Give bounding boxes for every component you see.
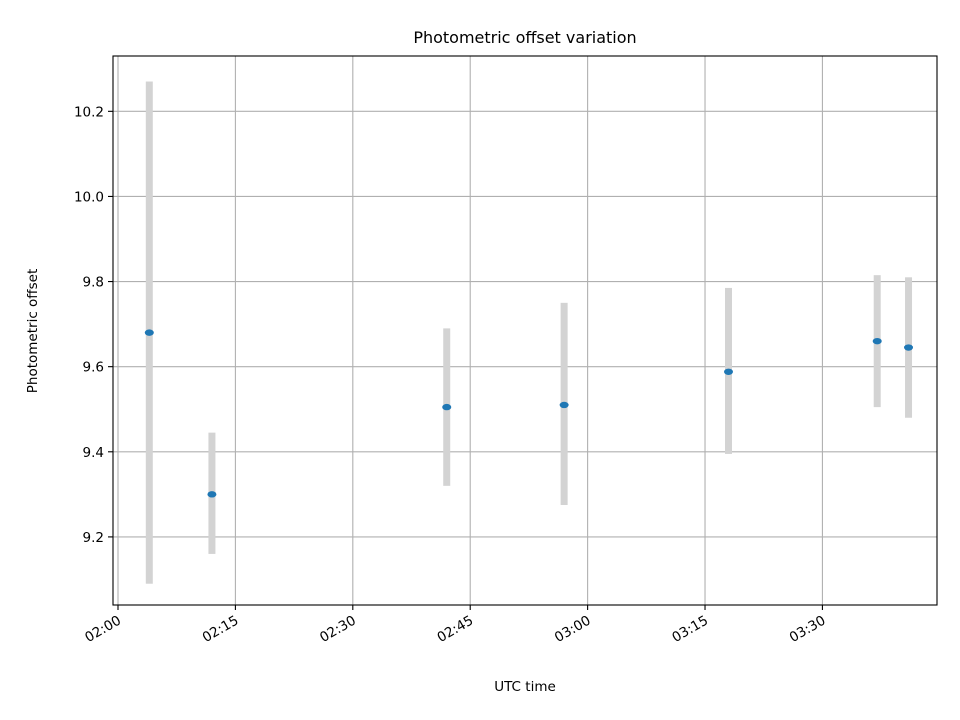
data-point [904,344,914,351]
data-point [872,337,882,345]
y-tick-label: 9.2 [83,530,104,546]
data-point [442,403,452,411]
y-axis-label: Photometric offset [25,269,41,393]
data-point [724,368,733,375]
y-tick-label: 9.6 [83,360,104,376]
plot-frame [112,55,938,606]
y-tick-label: 9.4 [83,445,104,461]
chart-title: Photometric offset variation [413,28,636,47]
y-tick-label: 9.8 [83,275,104,291]
y-axis-ticks: 9.2 9.4 9.6 9.8 10.0 10.2 [74,104,113,546]
y-tick-label: 10.2 [74,104,104,120]
data-points [144,329,914,498]
y-tick-label: 10.0 [74,189,104,205]
data-point [144,329,154,336]
data-point [559,401,569,409]
x-axis-label: UTC time [494,679,556,695]
data-point [207,491,217,498]
grid-lines [113,56,937,605]
